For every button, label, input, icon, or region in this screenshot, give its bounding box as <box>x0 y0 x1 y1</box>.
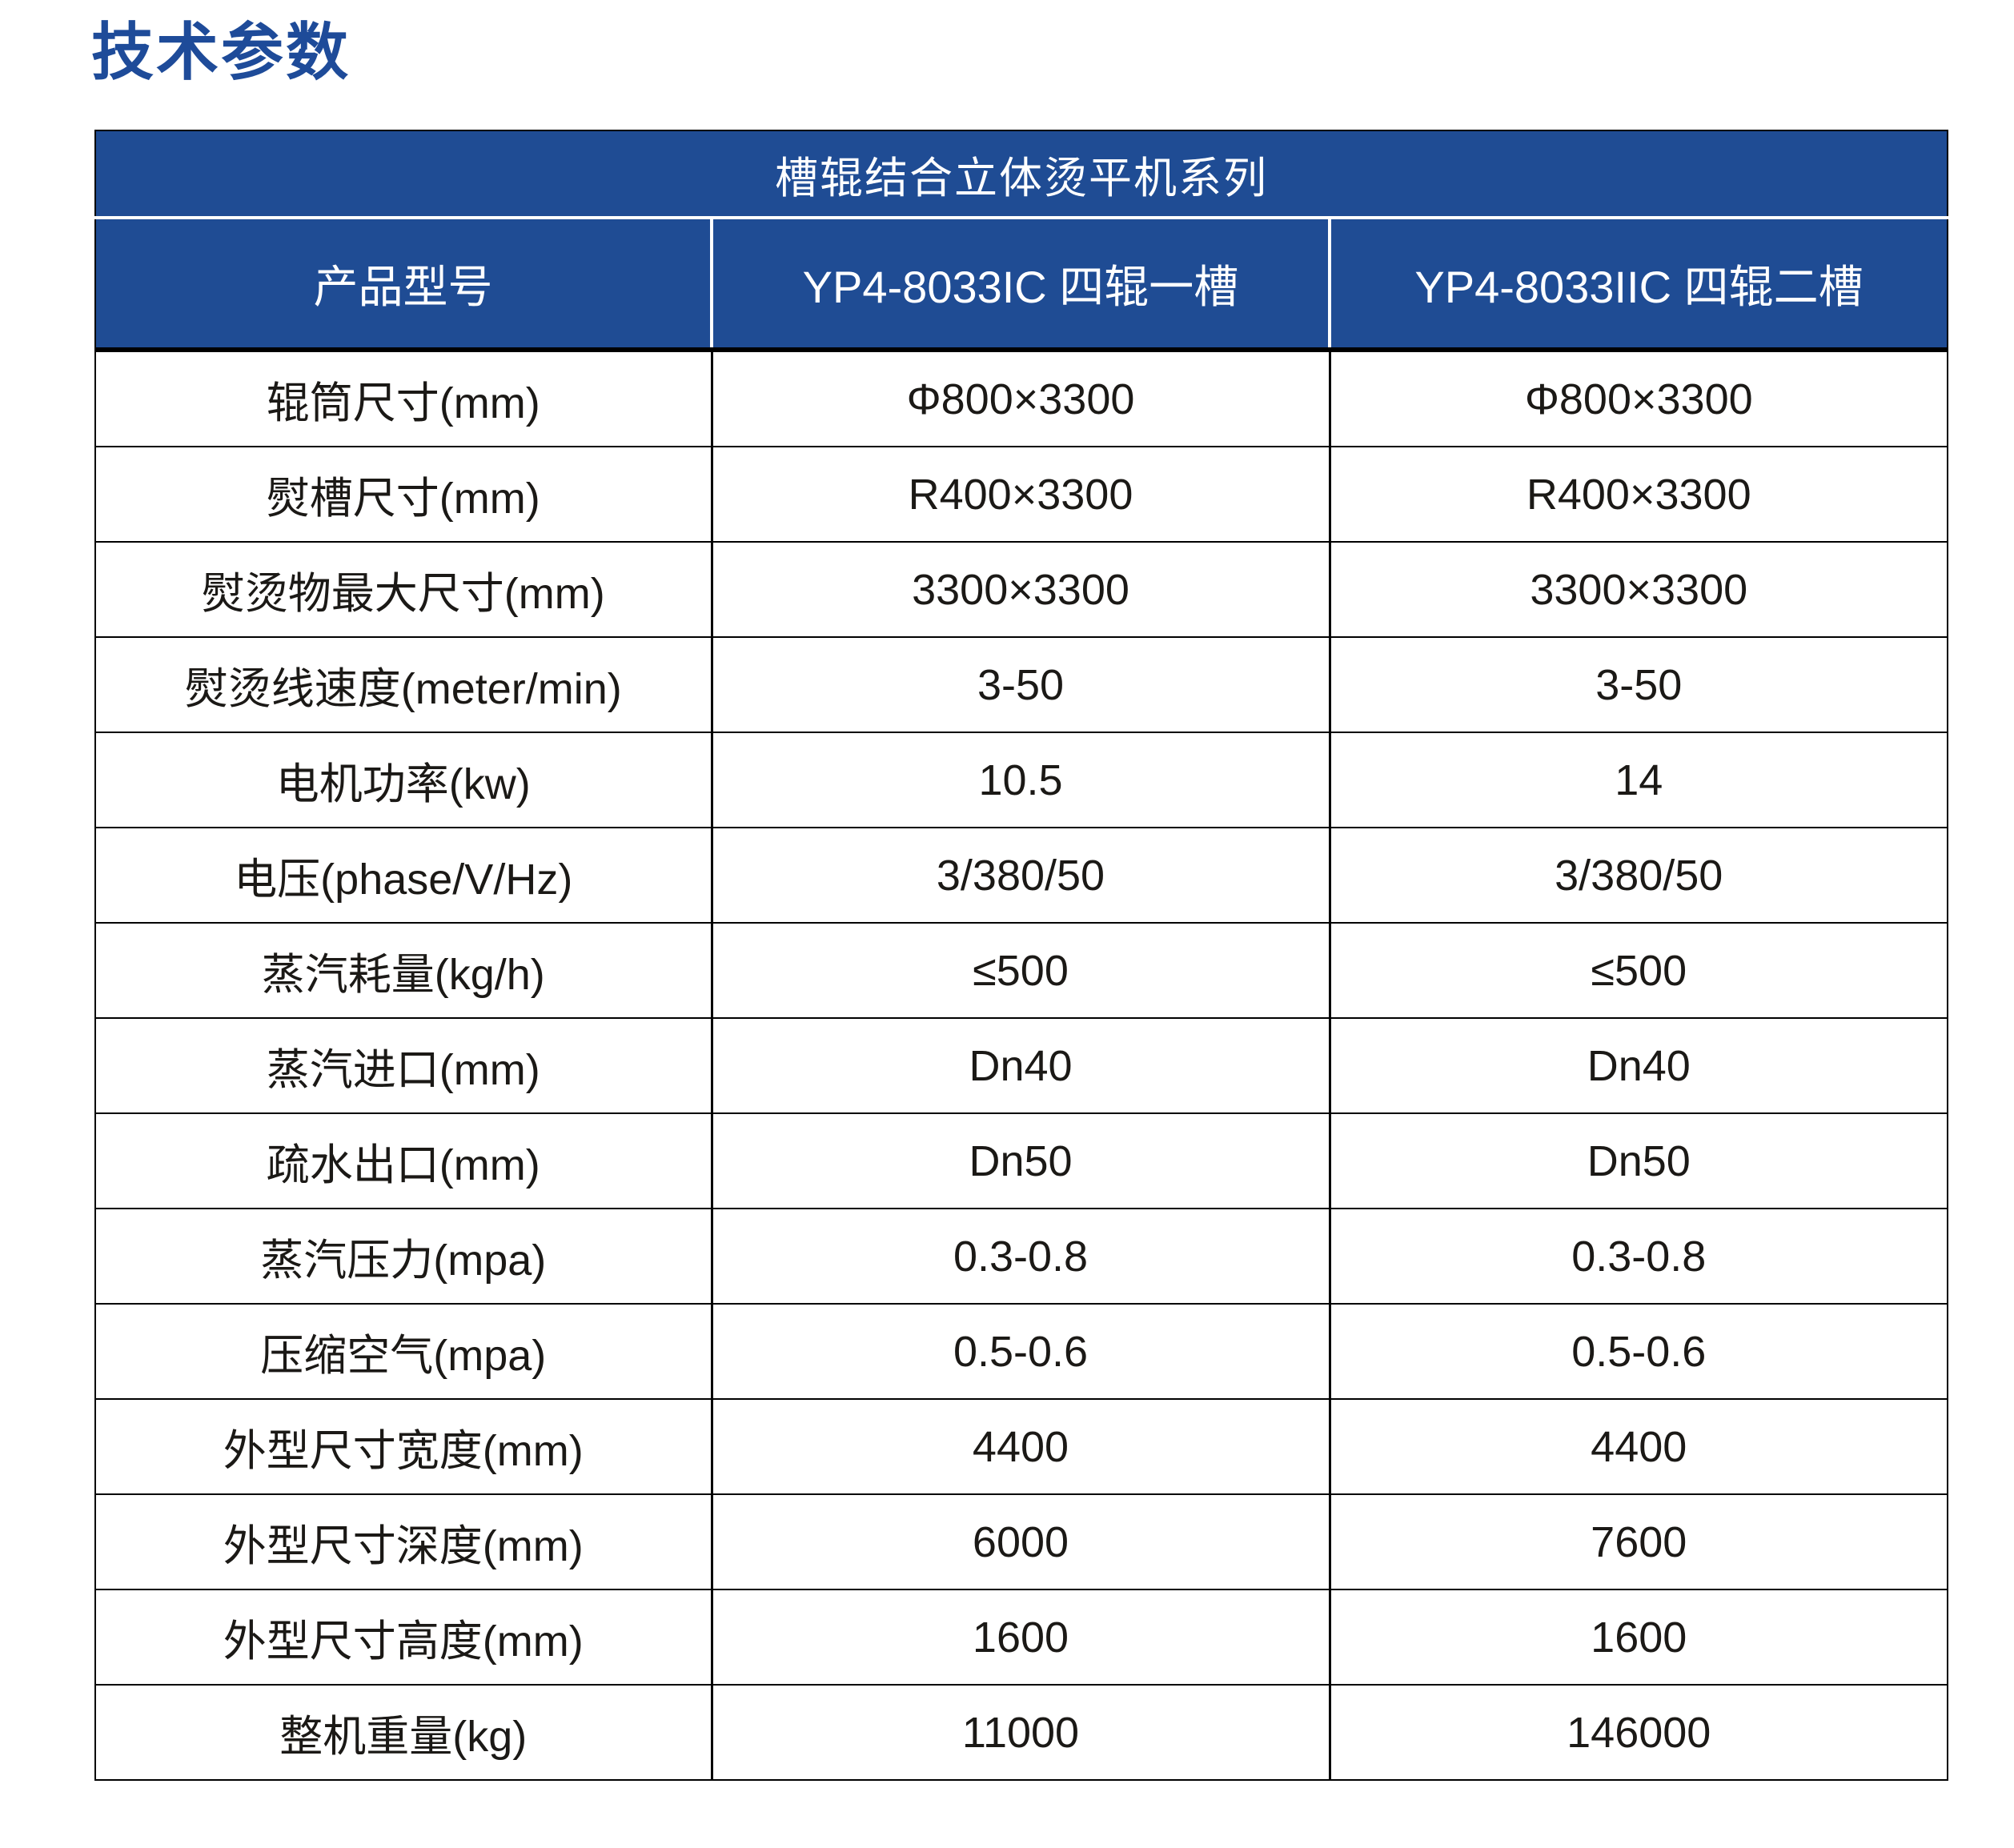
table-row: 疏水出口(mm) Dn50 Dn50 <box>95 1112 1948 1209</box>
table-row: 电压(phase/V/Hz) 3/380/50 3/380/50 <box>95 827 1948 923</box>
row-value: 0.5-0.6 <box>710 1303 1330 1399</box>
table-row: 蒸汽进口(mm) Dn40 Dn40 <box>95 1017 1948 1113</box>
table-row: 整机重量(kg) 11000 146000 <box>95 1684 1948 1780</box>
row-value: 4400 <box>710 1398 1330 1494</box>
row-value: R400×3300 <box>1328 446 1948 542</box>
page-title: 技术参数 <box>91 17 351 87</box>
spec-table: 槽辊结合立体烫平机系列 产品型号 YP4-8033IC 四辊一槽 YP4-803… <box>94 130 1948 1781</box>
row-value: ≤500 <box>1328 922 1948 1018</box>
table-row: 外型尺寸高度(mm) 1600 1600 <box>95 1589 1948 1685</box>
row-label: 熨烫物最大尺寸(mm) <box>95 541 712 637</box>
column-header-yp4-8033ic: YP4-8033IC 四辊一槽 <box>710 216 1330 352</box>
row-value: Dn40 <box>710 1017 1330 1113</box>
row-value: 6000 <box>710 1493 1330 1589</box>
row-value: Dn40 <box>1328 1017 1948 1113</box>
row-value: 3/380/50 <box>710 827 1330 923</box>
row-label: 外型尺寸深度(mm) <box>95 1493 712 1589</box>
row-value: Φ800×3300 <box>710 349 1330 447</box>
row-label: 压缩空气(mpa) <box>95 1303 712 1399</box>
table-row: 压缩空气(mpa) 0.5-0.6 0.5-0.6 <box>95 1303 1948 1399</box>
table-row: 外型尺寸宽度(mm) 4400 4400 <box>95 1398 1948 1494</box>
table-row: 电机功率(kw) 10.5 14 <box>95 732 1948 828</box>
table-row: 熨槽尺寸(mm) R400×3300 R400×3300 <box>95 446 1948 542</box>
row-value: 3/380/50 <box>1328 827 1948 923</box>
row-value: 3-50 <box>1328 636 1948 732</box>
table-row: 辊筒尺寸(mm) Φ800×3300 Φ800×3300 <box>95 349 1948 447</box>
row-label: 疏水出口(mm) <box>95 1112 712 1209</box>
row-value: 0.5-0.6 <box>1328 1303 1948 1399</box>
row-label: 外型尺寸高度(mm) <box>95 1589 712 1685</box>
row-value: 3300×3300 <box>710 541 1330 637</box>
table-row: 蒸汽压力(mpa) 0.3-0.8 0.3-0.8 <box>95 1208 1948 1304</box>
row-label: 蒸汽压力(mpa) <box>95 1208 712 1304</box>
row-label: 电机功率(kw) <box>95 732 712 828</box>
row-value: 146000 <box>1328 1684 1948 1780</box>
row-value: Dn50 <box>1328 1112 1948 1209</box>
row-value: Dn50 <box>710 1112 1330 1209</box>
table-row: 蒸汽耗量(kg/h) ≤500 ≤500 <box>95 922 1948 1018</box>
row-label: 熨槽尺寸(mm) <box>95 446 712 542</box>
series-header-row: 槽辊结合立体烫平机系列 <box>95 130 1948 218</box>
row-value: 11000 <box>710 1684 1330 1780</box>
row-value: 7600 <box>1328 1493 1948 1589</box>
column-header-yp4-8033iic: YP4-8033IIC 四辊二槽 <box>1328 216 1948 352</box>
model-header-row: 产品型号 YP4-8033IC 四辊一槽 YP4-8033IIC 四辊二槽 <box>95 216 1948 352</box>
row-value: 10.5 <box>710 732 1330 828</box>
row-label: 电压(phase/V/Hz) <box>95 827 712 923</box>
table-row: 熨烫物最大尺寸(mm) 3300×3300 3300×3300 <box>95 541 1948 637</box>
row-label: 蒸汽进口(mm) <box>95 1017 712 1113</box>
row-value: 0.3-0.8 <box>710 1208 1330 1304</box>
row-value: 3-50 <box>710 636 1330 732</box>
row-value: R400×3300 <box>710 446 1330 542</box>
column-header-product-model: 产品型号 <box>95 216 712 352</box>
row-value: 14 <box>1328 732 1948 828</box>
row-value: ≤500 <box>710 922 1330 1018</box>
row-value: 3300×3300 <box>1328 541 1948 637</box>
series-header-cell: 槽辊结合立体烫平机系列 <box>95 130 1948 218</box>
row-value: 1600 <box>1328 1589 1948 1685</box>
row-label: 熨烫线速度(meter/min) <box>95 636 712 732</box>
row-label: 辊筒尺寸(mm) <box>95 349 712 447</box>
row-label: 蒸汽耗量(kg/h) <box>95 922 712 1018</box>
row-label: 整机重量(kg) <box>95 1684 712 1780</box>
row-value: 1600 <box>710 1589 1330 1685</box>
row-label: 外型尺寸宽度(mm) <box>95 1398 712 1494</box>
table-row: 外型尺寸深度(mm) 6000 7600 <box>95 1493 1948 1589</box>
row-value: 4400 <box>1328 1398 1948 1494</box>
row-value: Φ800×3300 <box>1328 349 1948 447</box>
table-row: 熨烫线速度(meter/min) 3-50 3-50 <box>95 636 1948 732</box>
row-value: 0.3-0.8 <box>1328 1208 1948 1304</box>
